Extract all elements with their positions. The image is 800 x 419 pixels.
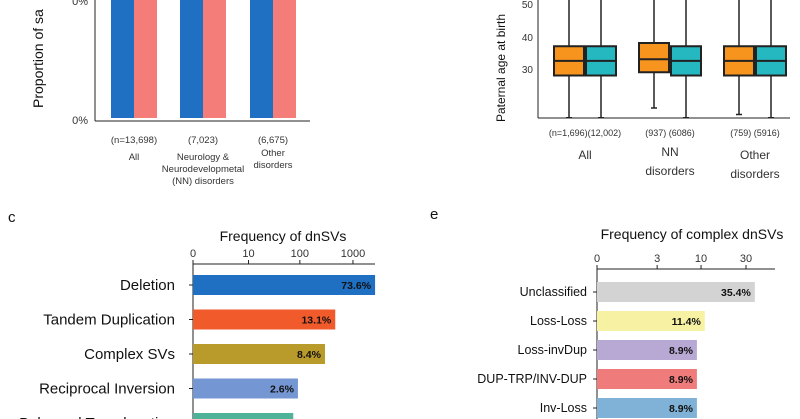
panel-c-title: Frequency of dnSVs (220, 228, 347, 244)
panel-a-bar-all-series2 (134, 0, 157, 118)
panel-a-cat-other-line1: Other (261, 148, 285, 159)
category-label: Complex SVs (84, 346, 175, 363)
panel-b-ylabel: Paternal age at birth (494, 14, 508, 122)
panel-e-label: e (430, 206, 438, 223)
panel-a-count-all: (n=13,698) (111, 135, 157, 146)
value-label: 8.9% (669, 403, 694, 415)
panel-b-cat-all: All (578, 148, 591, 162)
panel-a-cat-all: All (129, 152, 140, 163)
panel-e: e Frequency of complex dnSVs 0 3 10 30 Uncl… (430, 206, 783, 419)
panel-a: Proportion of sa 0% 0% (n=13,698) (7,023… (30, 0, 310, 187)
panel-b-boxes (553, 0, 787, 119)
x-tick-label: 10 (242, 248, 254, 260)
bar (597, 311, 705, 331)
value-label: 2.6% (270, 384, 295, 396)
category-label: Balanced Translocation (19, 415, 175, 419)
x-tick-label: 1000 (341, 248, 365, 260)
category-label: Loss-Loss (530, 314, 587, 328)
panel-a-bar-nn-series1 (180, 0, 203, 118)
panel-b-cat-nn-line1: NN (661, 145, 678, 159)
panel-a-ylabel: Proportion of sa (30, 9, 46, 108)
panel-a-bar-other-series1 (250, 0, 273, 118)
bar (193, 309, 336, 330)
category-label: Unclassified (520, 285, 587, 299)
panel-a-bar-nn-series2 (203, 0, 226, 118)
panel-b-cat-other-line2: disorders (730, 167, 779, 181)
panel-c-label: c (8, 209, 16, 226)
panel-b-cat-other-line1: Other (740, 148, 770, 162)
bar (597, 398, 697, 418)
panel-c-bars: Deletion 73.6% Tandem Duplication 13.1% Comp… (19, 275, 376, 419)
value-label: 35.4% (721, 287, 751, 299)
panel-b-counts-all: (n=1,696)(12,002) (549, 128, 621, 138)
panel-a-ytick-top: 0% (72, 0, 88, 8)
category-label: Loss-invDup (518, 343, 588, 357)
bar (193, 344, 325, 364)
value-label: 8.9% (669, 345, 694, 357)
panel-b: Paternal age at birth 50 40 30 (n=1,696)… (494, 0, 790, 181)
panel-c: c Frequency of dnSVs 0 10 100 1000 Deletion… (8, 209, 376, 419)
panel-a-count-other: (6,675) (258, 135, 288, 146)
bar (193, 413, 294, 419)
value-label: 13.1% (301, 315, 331, 327)
panel-a-cat-nn-line1: Neurology & (177, 152, 230, 163)
panel-c-ticks: 0 10 100 1000 (190, 248, 365, 264)
panel-a-cat-other-line2: disorders (253, 160, 292, 171)
panel-b-cat-nn-line2: disorders (645, 164, 694, 178)
bar (597, 340, 697, 360)
panel-b-counts-nn: (937) (6086) (645, 128, 695, 138)
x-tick-label: 0 (190, 248, 196, 260)
panel-b-ytick-50: 50 (522, 0, 534, 11)
value-label: 8.9% (669, 374, 694, 386)
category-label: Inv-Loss (540, 401, 587, 415)
panel-a-cat-nn-line3: (NN) disorders (172, 176, 234, 187)
bar (193, 378, 298, 399)
panel-e-ticks: 0 3 10 30 (594, 253, 752, 269)
bar (597, 282, 755, 302)
panel-a-bar-other-series2 (273, 0, 296, 118)
panel-b-counts-other: (759) (5916) (730, 128, 780, 138)
value-label: 73.6% (341, 280, 371, 292)
x-tick-label: 10 (695, 253, 707, 265)
panel-e-title: Frequency of complex dnSVs (601, 226, 784, 242)
category-label: Tandem Duplication (43, 312, 175, 329)
panel-b-ytick-40: 40 (522, 33, 534, 44)
panel-e-bars: Unclassified 35.4% Loss-Loss 11.4% Loss-invD… (477, 282, 755, 418)
panel-a-cat-nn-line2: Neurodevelopmetal (162, 164, 244, 175)
panel-a-ytick-bottom: 0% (72, 115, 88, 127)
value-label: 11.4% (672, 316, 702, 328)
category-label: Reciprocal Inversion (39, 381, 175, 398)
panel-b-ytick-30: 30 (522, 65, 534, 76)
x-tick-label: 0 (594, 253, 600, 265)
x-tick-label: 100 (291, 248, 309, 260)
x-tick-label: 30 (740, 253, 752, 265)
category-label: DUP-TRP/INV-DUP (477, 372, 587, 386)
panel-a-count-nn: (7,023) (188, 135, 218, 146)
bar (193, 275, 376, 295)
value-label: 8.4% (297, 349, 322, 361)
bar (597, 369, 697, 389)
category-label: Deletion (120, 277, 175, 294)
x-tick-label: 3 (654, 253, 660, 265)
box-orange (638, 42, 670, 74)
panel-a-bar-all-series1 (111, 0, 134, 118)
